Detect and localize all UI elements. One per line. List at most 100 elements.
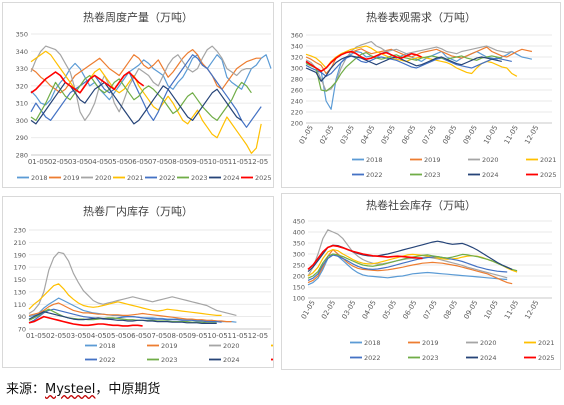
y-tick-label: 260 <box>291 87 303 95</box>
source-org-zhongyuan: 中原期货 <box>108 382 161 397</box>
x-tick-label: 02-05 <box>320 299 337 321</box>
x-tick-label: 03-05 <box>340 299 357 321</box>
legend-label-2024: 2024 <box>223 356 240 364</box>
y-tick-label: 130 <box>14 288 26 296</box>
x-tick-label: 03-05 <box>339 124 356 146</box>
x-tick-label: 10-05 <box>483 299 500 321</box>
series-line-2025 <box>305 50 422 73</box>
legend-label-2021: 2021 <box>538 339 555 347</box>
y-tick-label: 250 <box>293 262 305 270</box>
x-tick-label: 06-05 <box>400 124 417 146</box>
source-org-mysteel: Mysteel <box>45 382 96 397</box>
y-tick-label: 300 <box>291 65 303 73</box>
series-line-2024 <box>305 55 502 82</box>
legend-label-2024: 2024 <box>480 354 497 362</box>
x-tick-label: 01-05 <box>28 158 48 166</box>
chart-mill-inventory: 热卷厂内库存（万吨） 70 90 110 130 150 170 190 210 230 01-05… <box>14 204 273 364</box>
series-line-2022 <box>30 54 262 128</box>
series-line-2018 <box>30 54 272 106</box>
series-line-2023 <box>30 74 252 122</box>
legend-label-2022: 2022 <box>366 171 383 179</box>
source-note: 来源：Mysteel，中原期货 <box>6 378 160 397</box>
x-tick-label: 04-05 <box>88 158 108 166</box>
x-tick-label: 09-05 <box>462 124 479 146</box>
legend-label-2023: 2023 <box>424 171 441 179</box>
x-tick-label: 04-05 <box>359 124 376 146</box>
x-tick-label: 05-05 <box>108 158 128 166</box>
x-tick-label: 07-05 <box>422 299 439 321</box>
x-tick-label: 01-05 <box>26 332 46 340</box>
x-tick-label: 04-05 <box>86 332 106 340</box>
y-tick-label: 340 <box>16 48 28 56</box>
y-tick-label: 300 <box>16 117 28 125</box>
series-line-2022 <box>305 55 512 77</box>
series-line-2020 <box>307 229 508 279</box>
chart-title: 热卷表观需求（万吨） <box>366 10 476 24</box>
y-tick-label: 360 <box>291 32 303 40</box>
legend-label-2018: 2018 <box>364 339 381 347</box>
series-line-2018 <box>307 253 508 286</box>
x-tick-label: 11-05 <box>228 332 248 340</box>
x-tick-label: 07-05 <box>421 124 438 146</box>
y-tick-label: 290 <box>16 134 28 142</box>
x-tick-label: 02-05 <box>318 124 335 146</box>
x-tick-label: 10-05 <box>208 158 228 166</box>
series-line-2021 <box>30 50 262 154</box>
series-line-2021 <box>28 283 222 317</box>
y-tick-label: 210 <box>14 239 26 247</box>
y-tick-label: 230 <box>14 227 26 235</box>
y-tick-label: 340 <box>291 43 303 51</box>
legend-label-2025: 2025 <box>540 171 557 179</box>
series-line-2024 <box>28 311 217 325</box>
legend-label-2019: 2019 <box>63 174 80 182</box>
legend-label-2020: 2020 <box>223 342 240 350</box>
x-tick-label: 02-05 <box>48 158 68 166</box>
chart-title: 热卷周度产量（万吨） <box>83 10 193 24</box>
chart-panel-social-inventory: 热卷社会库存（万吨） 100 150 200 250 300 350 400 450 01-05 0… <box>281 193 561 370</box>
x-tick-label: 04-05 <box>361 299 378 321</box>
y-tick-label: 100 <box>293 295 305 303</box>
legend-label-2018: 2018 <box>99 342 116 350</box>
series-line-2022 <box>28 308 222 324</box>
y-tick-label: 170 <box>14 264 26 272</box>
series-line-2019 <box>28 302 232 323</box>
legend-label-2019: 2019 <box>424 156 441 164</box>
y-tick-label: 280 <box>16 152 28 160</box>
legend-label-2020: 2020 <box>480 339 497 347</box>
series-line-2020 <box>30 45 252 122</box>
x-tick-label: 06-05 <box>128 158 148 166</box>
series-line-2020 <box>305 40 512 92</box>
y-tick-label: 320 <box>16 82 28 90</box>
x-tick-label: 10-05 <box>482 124 499 146</box>
source-separator: ， <box>95 382 109 397</box>
legend-label-2025: 2025 <box>255 174 272 182</box>
x-tick-label: 12-05 <box>523 124 540 146</box>
y-tick-label: 220 <box>291 109 303 117</box>
series-line-2018 <box>28 297 237 323</box>
x-tick-label: 12-05 <box>248 332 268 340</box>
legend-label-2023: 2023 <box>422 354 439 362</box>
x-tick-label: 06-05 <box>401 299 418 321</box>
y-tick-label: 150 <box>293 284 305 292</box>
y-tick-label: 70 <box>18 326 26 334</box>
chart-panel-mill-inventory: 热卷厂内库存（万吨） 70 90 110 130 150 170 190 210 230 01-05… <box>2 196 274 368</box>
legend-label-2023: 2023 <box>191 174 208 182</box>
y-tick-label: 300 <box>293 251 305 259</box>
x-tick-label: 12-05 <box>248 158 268 166</box>
legend-label-2022: 2022 <box>364 354 381 362</box>
y-tick-label: 90 <box>18 313 26 321</box>
legend-label-2019: 2019 <box>422 339 439 347</box>
x-tick-label: 11-05 <box>503 124 520 146</box>
legend-label-2022: 2022 <box>159 174 176 182</box>
series-line-2023 <box>28 308 217 324</box>
series-line-2025 <box>28 315 143 327</box>
source-prefix: 来源： <box>6 382 46 397</box>
legend-label-2021: 2021 <box>127 174 144 182</box>
series-line-2025 <box>307 244 423 271</box>
x-tick-label: 05-05 <box>381 299 398 321</box>
x-tick-label: 07-05 <box>147 332 167 340</box>
y-tick-label: 330 <box>16 65 28 73</box>
legend-label-2021: 2021 <box>540 156 557 164</box>
